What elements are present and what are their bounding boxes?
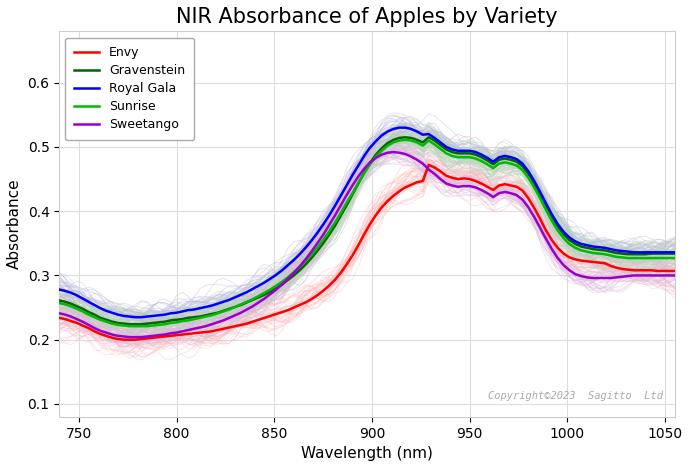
Sweetango [389, 149, 397, 155]
Royal Gala [489, 159, 498, 165]
Gravenstein [126, 322, 134, 327]
Envy [120, 337, 128, 343]
Sunrise [600, 251, 609, 257]
Gravenstein [55, 298, 64, 303]
Sweetango [466, 183, 474, 189]
Line: Sweetango: Sweetango [59, 152, 675, 337]
Royal Gala [600, 245, 609, 250]
Gravenstein [489, 161, 498, 167]
Sunrise [55, 300, 64, 306]
Sweetango [671, 273, 679, 278]
Royal Gala [671, 249, 679, 255]
Gravenstein [600, 248, 609, 253]
Sunrise [671, 255, 679, 261]
Envy [466, 176, 474, 182]
Envy [55, 315, 64, 321]
Sunrise [126, 323, 134, 329]
Sweetango [55, 311, 64, 316]
Sweetango [424, 167, 433, 172]
Sunrise [424, 138, 433, 143]
Title: NIR Absorbance of Apples by Variety: NIR Absorbance of Apples by Variety [176, 7, 558, 27]
Sweetango [430, 171, 439, 177]
Envy [600, 260, 609, 266]
Gravenstein [401, 134, 409, 140]
Sweetango [126, 334, 134, 340]
Sunrise [489, 165, 498, 171]
Line: Gravenstein: Gravenstein [59, 137, 675, 324]
Y-axis label: Absorbance: Absorbance [7, 179, 22, 270]
Envy [489, 187, 498, 193]
Envy [419, 178, 427, 184]
Royal Gala [395, 125, 404, 131]
Sweetango [600, 275, 609, 281]
Sunrise [73, 306, 81, 312]
Gravenstein [430, 138, 439, 143]
X-axis label: Wavelength (nm): Wavelength (nm) [301, 446, 433, 461]
Sunrise [430, 141, 439, 147]
Sunrise [401, 137, 409, 143]
Envy [424, 162, 433, 168]
Sweetango [73, 316, 81, 322]
Royal Gala [55, 287, 64, 292]
Text: Copyright©2023  Sagitto  Ltd: Copyright©2023 Sagitto Ltd [488, 391, 663, 402]
Envy [671, 268, 679, 274]
Gravenstein [466, 151, 474, 156]
Line: Sunrise: Sunrise [59, 140, 675, 326]
Sweetango [489, 194, 498, 200]
Line: Royal Gala: Royal Gala [59, 128, 675, 317]
Envy [73, 320, 81, 326]
Legend: Envy, Gravenstein, Royal Gala, Sunrise, Sweetango: Envy, Gravenstein, Royal Gala, Sunrise, … [66, 37, 194, 140]
Gravenstein [73, 303, 81, 309]
Royal Gala [424, 131, 433, 137]
Sunrise [466, 154, 474, 160]
Envy [430, 165, 439, 170]
Royal Gala [466, 148, 474, 154]
Royal Gala [73, 292, 81, 298]
Royal Gala [131, 314, 140, 320]
Line: Envy: Envy [59, 165, 675, 340]
Gravenstein [671, 251, 679, 256]
Gravenstein [424, 134, 433, 140]
Royal Gala [430, 135, 439, 141]
